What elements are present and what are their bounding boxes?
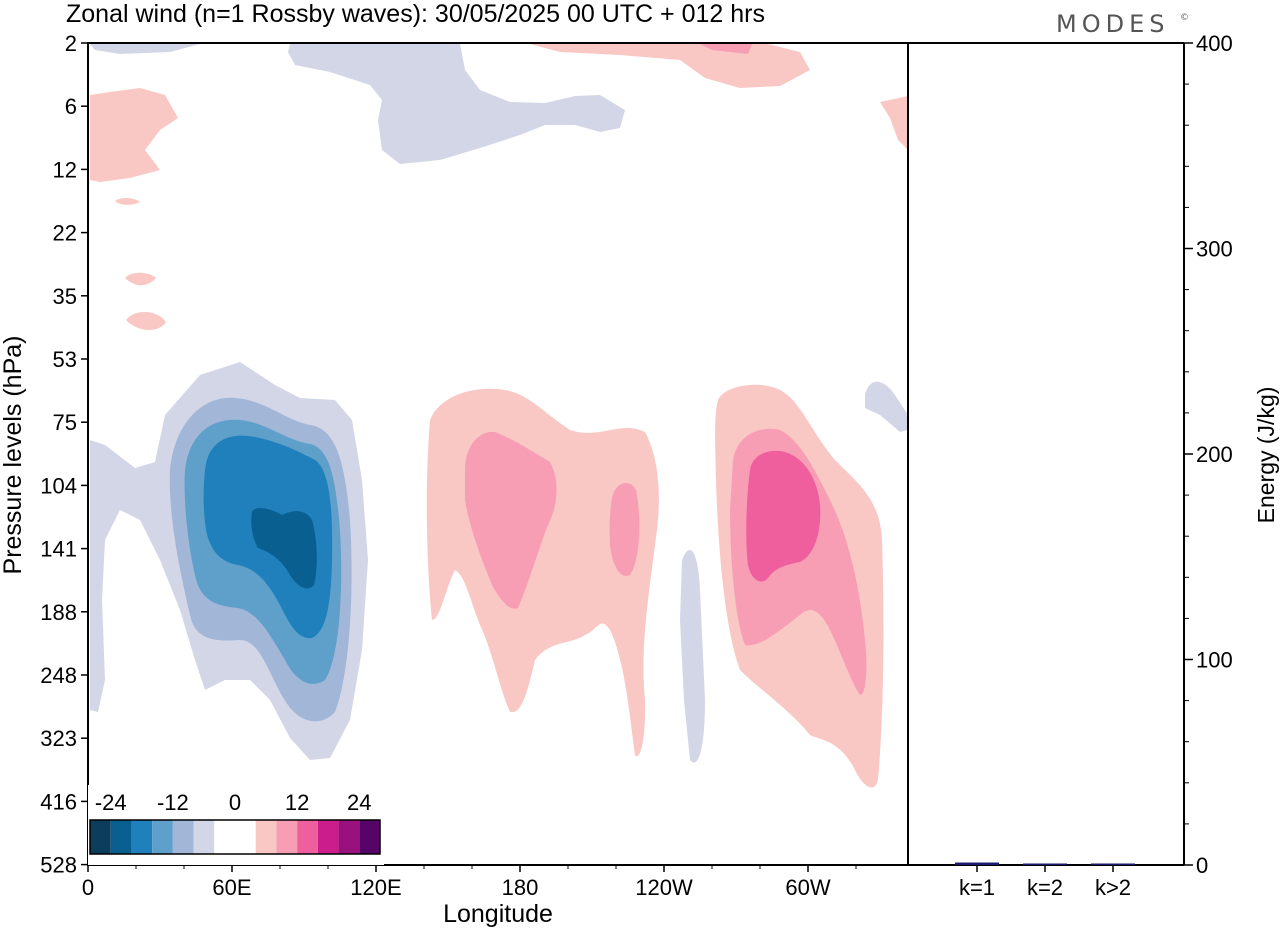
- contour-pos6-narrow: [609, 483, 640, 576]
- energy-bar: [1091, 863, 1135, 865]
- energy-bar: [955, 862, 999, 865]
- y-tick-label: 12: [53, 157, 77, 182]
- colorbar-swatch: [317, 820, 339, 854]
- contour-pos3-topleft: [90, 88, 178, 182]
- contour-pos3-top-right: [530, 44, 810, 88]
- chart-title: Zonal wind (n=1 Rossby waves): 30/05/202…: [66, 0, 765, 28]
- x-tick-label: 120E: [350, 875, 401, 900]
- energy-tick-label: 200: [1196, 442, 1233, 467]
- contour-pos9-right: [746, 450, 821, 582]
- colorbar-swatch: [193, 820, 215, 854]
- colorbar-label: 0: [229, 790, 241, 815]
- bar-category-label: k>2: [1095, 875, 1131, 900]
- x-tick-label: 0: [82, 875, 94, 900]
- colorbar-swatch: [131, 820, 153, 854]
- x-axis-label: Longitude: [443, 900, 553, 928]
- y-tick-label: 22: [53, 221, 77, 246]
- colorbar-swatch: [297, 820, 318, 854]
- colorbar-swatch: [255, 820, 277, 854]
- colorbar-swatch: [214, 820, 235, 854]
- modes-logo: MODES: [1056, 10, 1169, 38]
- y-tick-label: 35: [53, 284, 77, 309]
- contour-neg6-top-band: [90, 44, 200, 54]
- colorbar: -24 -12 0 12 24: [88, 785, 384, 865]
- energy-bars: [955, 862, 1135, 865]
- colorbar-label: -12: [157, 790, 189, 815]
- contour-neg18: [251, 508, 317, 589]
- y-tick-label: 323: [40, 726, 77, 751]
- colorbar-swatch: [235, 820, 256, 854]
- colorbar-swatch: [90, 820, 111, 854]
- y-tick-label: 188: [40, 600, 77, 625]
- x-tick-label: 60W: [785, 875, 830, 900]
- energy-axis-label: Energy (J/kg): [1253, 387, 1279, 524]
- y-tick-label: 75: [53, 410, 77, 435]
- contour-pos6-top: [700, 44, 752, 54]
- colorbar-swatch: [359, 820, 380, 854]
- bar-category-label: k=1: [959, 875, 995, 900]
- contour-pos3-small-1: [115, 198, 140, 205]
- colorbar-label: -24: [95, 790, 127, 815]
- modes-logo-mark: ©: [1180, 13, 1194, 23]
- bar-category-labels: k=1 k=2 k>2: [959, 865, 1131, 900]
- x-tick-label: 180: [502, 875, 539, 900]
- y-axis: 2 6 12 22 35 53 75 104 141 188 248 323 416 528: [40, 31, 88, 878]
- y-tick-label: 6: [65, 94, 77, 119]
- colorbar-swatch: [110, 820, 132, 854]
- bar-category-label: k=2: [1027, 875, 1063, 900]
- x-axis: 0 60E 120E 180 120W 60W: [82, 865, 857, 900]
- contour-pos3-small-2: [125, 272, 156, 286]
- contour-neg6-top-lobe: [288, 44, 625, 164]
- energy-tick-label: 400: [1196, 31, 1233, 56]
- colorbar-swatch: [172, 820, 194, 854]
- energy-tick-label: 300: [1196, 237, 1233, 262]
- colorbar-swatches: [89, 819, 381, 855]
- colorbar-labels: -24 -12 0 12 24: [95, 790, 372, 815]
- energy-tick-label: 0: [1196, 853, 1208, 878]
- colorbar-label: 12: [285, 790, 309, 815]
- colorbar-swatch: [152, 820, 173, 854]
- contour-pos6-center: [465, 431, 557, 609]
- colorbar-swatch: [276, 820, 298, 854]
- colorbar-label: 24: [347, 790, 371, 815]
- y-tick-label: 53: [53, 347, 77, 372]
- colorbar-swatch: [338, 820, 360, 854]
- y-tick-label: 248: [40, 663, 77, 688]
- x-tick-label: 60E: [212, 875, 251, 900]
- y-tick-label: 416: [40, 789, 77, 814]
- energy-bar: [1023, 863, 1067, 865]
- y-tick-label: 2: [65, 31, 77, 56]
- y-tick-label: 104: [40, 473, 77, 498]
- contour-neg6-far-right: [865, 381, 908, 432]
- energy-axis: 0 100 200 300 400: [1184, 31, 1233, 878]
- contour-neg6-small-right: [680, 550, 705, 763]
- y-tick-label: 141: [40, 537, 77, 562]
- bar-plot-frame: [908, 42, 1185, 866]
- y-tick-label: 528: [40, 853, 77, 878]
- energy-tick-label: 100: [1196, 648, 1233, 673]
- contour-field: [90, 44, 908, 865]
- contour-pos3-small-3: [126, 311, 166, 330]
- contour-pos3-edge-right: [880, 96, 908, 150]
- contour-plot-frame: [87, 42, 909, 866]
- x-tick-label: 120W: [635, 875, 693, 900]
- y-axis-label: Pressure levels (hPa): [0, 336, 27, 575]
- colorbar-border: [89, 819, 381, 855]
